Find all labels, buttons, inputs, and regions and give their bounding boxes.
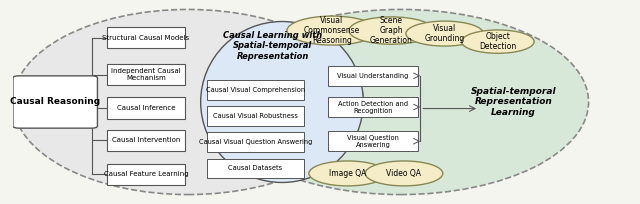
Text: Causal Visual Question Answering: Causal Visual Question Answering	[198, 139, 312, 145]
Text: Causal Reasoning: Causal Reasoning	[10, 98, 100, 106]
Ellipse shape	[213, 9, 589, 195]
Circle shape	[365, 161, 443, 186]
Text: Causal Datasets: Causal Datasets	[228, 165, 282, 171]
FancyBboxPatch shape	[328, 66, 419, 86]
FancyBboxPatch shape	[107, 130, 185, 151]
Text: Action Detection and
Recognition: Action Detection and Recognition	[338, 101, 408, 114]
FancyBboxPatch shape	[207, 106, 304, 126]
Text: Causal Visual Comprehension: Causal Visual Comprehension	[206, 87, 305, 93]
FancyBboxPatch shape	[107, 164, 185, 185]
FancyBboxPatch shape	[107, 98, 185, 119]
Text: Causal Learning with
Spatial-temporal
Representation: Causal Learning with Spatial-temporal Re…	[223, 31, 322, 61]
Text: Visual
Commonsense
Reasoning: Visual Commonsense Reasoning	[304, 16, 360, 45]
FancyBboxPatch shape	[13, 76, 97, 128]
Text: Scene
Graph
Generation: Scene Graph Generation	[370, 16, 413, 45]
Text: Independent Causal
Mechanism: Independent Causal Mechanism	[111, 68, 180, 81]
FancyBboxPatch shape	[328, 97, 419, 117]
Ellipse shape	[201, 21, 364, 183]
Ellipse shape	[13, 9, 364, 195]
Text: Structural Causal Models: Structural Causal Models	[102, 35, 189, 41]
Text: Spatial-temporal
Representation
Learning: Spatial-temporal Representation Learning	[470, 87, 556, 117]
Circle shape	[406, 21, 483, 46]
Text: Image QA: Image QA	[329, 169, 366, 178]
FancyBboxPatch shape	[207, 159, 304, 178]
Circle shape	[309, 161, 387, 186]
Circle shape	[349, 17, 434, 44]
Circle shape	[287, 16, 377, 45]
FancyBboxPatch shape	[107, 64, 185, 85]
Text: Causal Feature Learning: Causal Feature Learning	[104, 171, 188, 177]
Text: Object
Detection: Object Detection	[479, 32, 516, 51]
Text: Visual Question
Answering: Visual Question Answering	[347, 135, 399, 148]
Text: Causal Intervention: Causal Intervention	[112, 137, 180, 143]
Text: Causal Visual Robustness: Causal Visual Robustness	[213, 113, 298, 119]
FancyBboxPatch shape	[207, 132, 304, 152]
Text: Visual Understanding: Visual Understanding	[337, 73, 409, 79]
FancyBboxPatch shape	[107, 27, 185, 48]
FancyBboxPatch shape	[207, 80, 304, 100]
Text: Causal Inference: Causal Inference	[116, 105, 175, 111]
Circle shape	[461, 30, 534, 53]
Text: Visual
Grounding: Visual Grounding	[424, 24, 465, 43]
FancyBboxPatch shape	[328, 131, 419, 151]
Text: Video QA: Video QA	[387, 169, 422, 178]
